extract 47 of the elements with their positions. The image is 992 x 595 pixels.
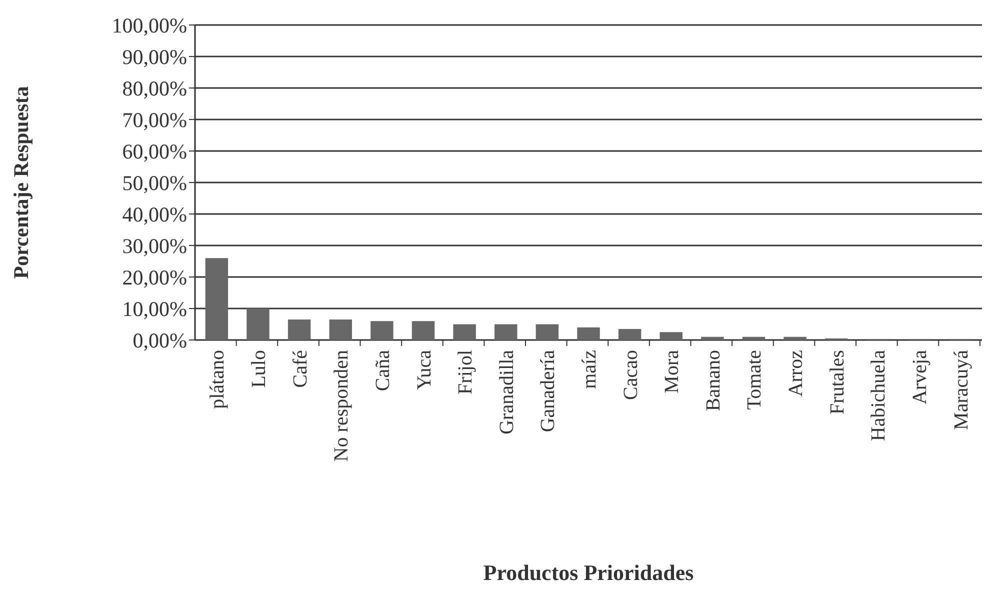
x-tick-label: Café [289,350,312,388]
x-tick-label: Maracuyá [950,350,972,430]
bar [288,320,311,340]
x-tick-label: Frutales [826,350,848,414]
y-axis-title: Porcentaje Respuesta [9,86,33,279]
y-tick-label: 40,00% [122,202,187,226]
bar [494,324,518,340]
x-tick-label: Cacao [620,350,642,400]
y-tick-label: 80,00% [122,76,187,100]
y-tick-label: 0,00% [132,328,187,352]
x-tick-label: Mora [661,350,684,394]
x-tick-label: plátano [206,350,229,409]
bar [618,328,642,340]
x-tick-label: Granadilla [496,350,518,434]
y-tick-label: 70,00% [122,108,187,132]
bar [205,258,228,340]
x-tick-label: maíz [578,350,600,389]
x-tick-label: No responden [330,350,353,462]
y-tick-label: 60,00% [122,139,187,164]
bar [536,324,559,340]
x-tick-label: Ganadería [537,350,560,432]
x-tick-label: Banano [702,350,724,412]
x-tick-label: Tomate [744,350,766,410]
x-axis-title: Productos Prioridades [483,560,694,585]
bar [412,321,435,340]
x-tick-label: Lulo [248,350,270,388]
x-tick-label: Yuca [413,350,436,390]
bar [784,336,806,340]
bar [370,321,394,340]
bar [701,336,724,340]
bar [329,320,352,340]
y-tick-label: 100,00% [112,13,187,38]
y-tick-label: 10,00% [122,296,187,321]
x-tick-label: Arroz [785,350,808,397]
bar [246,308,270,340]
x-tick-label: Arveja [909,350,931,404]
x-tick-label: Habichuela [868,350,890,442]
bar [453,324,476,340]
x-tick-label: Caña [372,350,394,392]
y-tick-label: 90,00% [122,44,187,69]
bar [577,327,600,340]
y-tick-label: 20,00% [122,265,187,290]
y-tick-label: 30,00% [122,234,187,258]
y-tick-label: 50,00% [122,170,187,195]
bar [660,332,682,340]
bar [742,336,766,340]
x-tick-label: Frijol [454,350,477,394]
